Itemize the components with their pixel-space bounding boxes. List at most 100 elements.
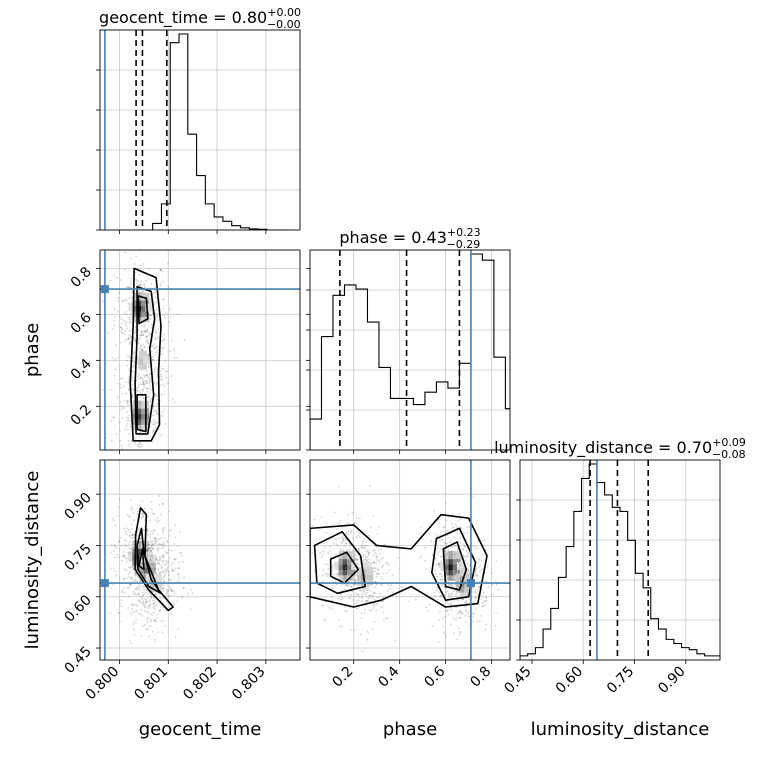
density-cell [444, 551, 453, 560]
sample-point [475, 574, 477, 577]
sample-point [152, 429, 155, 432]
sample-point [465, 555, 468, 558]
sample-point [138, 337, 141, 340]
sample-point [484, 628, 487, 631]
sample-point [368, 594, 371, 597]
sample-point [165, 571, 167, 574]
sample-point [146, 552, 148, 555]
sample-point [163, 393, 166, 395]
sample-point [110, 587, 112, 589]
sample-point [163, 537, 166, 539]
sample-point [340, 598, 342, 601]
sample-point [368, 558, 371, 561]
sample-point [156, 395, 159, 398]
sample-point [139, 579, 142, 582]
sample-point [353, 555, 356, 558]
sample-point [141, 512, 144, 515]
sample-point [141, 476, 143, 478]
density-cell [136, 314, 145, 323]
sample-point [140, 634, 143, 637]
sample-point [144, 569, 147, 572]
sample-point [358, 517, 361, 520]
sample-point [491, 571, 493, 574]
sample-point [148, 559, 151, 562]
density-cell [338, 572, 347, 581]
sample-point [491, 583, 494, 586]
sample-point [123, 539, 126, 542]
title-geocent_time: geocent_time = 0.80+0.00 −0.00 [99, 6, 301, 31]
sample-point [126, 416, 128, 419]
sample-point [148, 392, 151, 395]
sample-point [154, 366, 157, 369]
sample-point [128, 534, 131, 537]
sample-point [161, 367, 163, 370]
sample-point [447, 584, 450, 587]
sample-point [143, 585, 145, 587]
density-cell [346, 556, 355, 565]
sample-point [149, 599, 151, 601]
sample-point [372, 515, 375, 518]
density-cell [448, 561, 457, 570]
sample-point [467, 551, 469, 554]
sample-point [365, 544, 368, 547]
sample-point [166, 590, 169, 593]
density-cell [132, 546, 141, 555]
sample-point [146, 330, 149, 333]
sample-point [453, 606, 456, 609]
sample-point [359, 589, 361, 592]
sample-point [162, 560, 165, 562]
sample-point [466, 563, 469, 566]
sample-point [113, 308, 116, 311]
sample-point [494, 580, 497, 582]
sample-point [118, 540, 121, 542]
sample-point [481, 605, 484, 608]
sample-point [128, 639, 131, 642]
sample-point [155, 558, 158, 561]
sample-point [162, 367, 165, 370]
sample-point [327, 567, 330, 570]
sample-point [327, 552, 330, 555]
sample-point [139, 595, 142, 598]
sample-point [142, 343, 145, 346]
sample-point [97, 565, 99, 567]
sample-point [144, 286, 146, 289]
sample-point [472, 612, 475, 615]
sample-point [148, 382, 150, 385]
y-axis-label: luminosity_distance [22, 471, 43, 650]
sample-point [370, 564, 372, 567]
sample-point [441, 579, 444, 582]
sample-point [182, 586, 185, 589]
sample-point [445, 542, 448, 545]
sample-point [359, 590, 362, 592]
sample-point [156, 544, 159, 546]
sample-point [158, 609, 161, 612]
sample-point [467, 611, 470, 614]
sample-point [332, 542, 335, 545]
sample-point [324, 618, 327, 620]
sample-point [161, 560, 164, 563]
sample-point [447, 596, 450, 599]
sample-point [136, 534, 138, 537]
sample-point [419, 557, 422, 559]
sample-point [128, 433, 131, 436]
sample-point [165, 370, 167, 372]
sample-point [130, 313, 132, 315]
sample-point [132, 580, 135, 583]
sample-point [146, 618, 149, 621]
sample-point [460, 598, 463, 601]
sample-point [458, 616, 461, 619]
sample-point [121, 322, 123, 325]
sample-point [141, 571, 143, 574]
sample-point [135, 279, 138, 282]
sample-point [138, 337, 141, 340]
sample-point [133, 534, 136, 536]
sample-point [182, 587, 185, 589]
sample-point [141, 283, 143, 286]
sample-point [443, 525, 446, 528]
sample-point [142, 379, 145, 382]
sample-point [133, 610, 136, 613]
sample-point [164, 573, 166, 576]
sample-point [149, 314, 152, 317]
sample-point [474, 546, 477, 549]
sample-point [151, 359, 154, 361]
